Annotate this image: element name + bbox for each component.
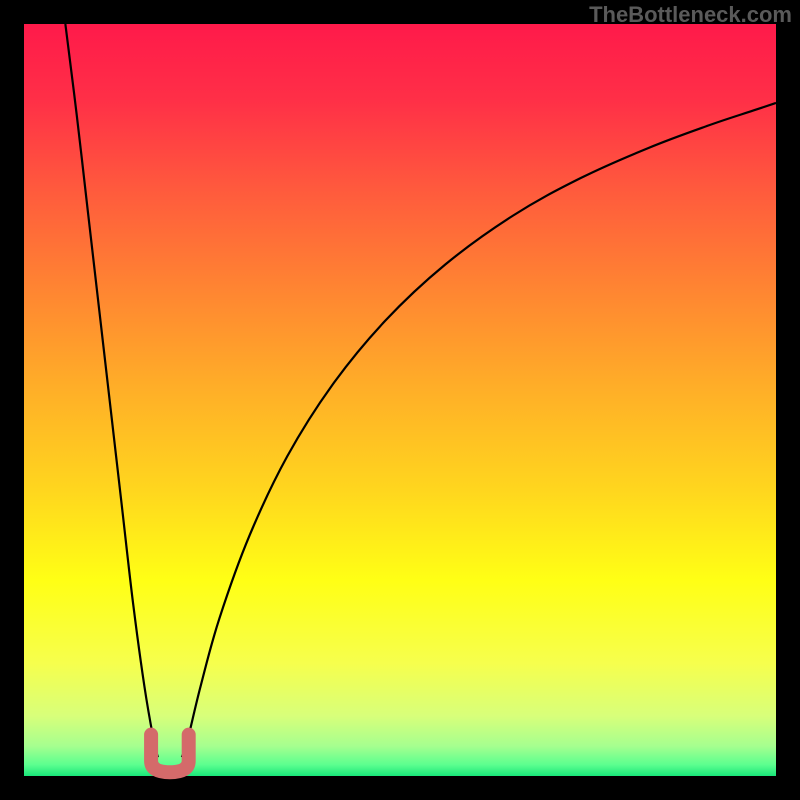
bottleneck-chart bbox=[0, 0, 800, 800]
watermark-text: TheBottleneck.com bbox=[589, 2, 792, 28]
chart-container: TheBottleneck.com bbox=[0, 0, 800, 800]
plot-background bbox=[24, 24, 776, 776]
